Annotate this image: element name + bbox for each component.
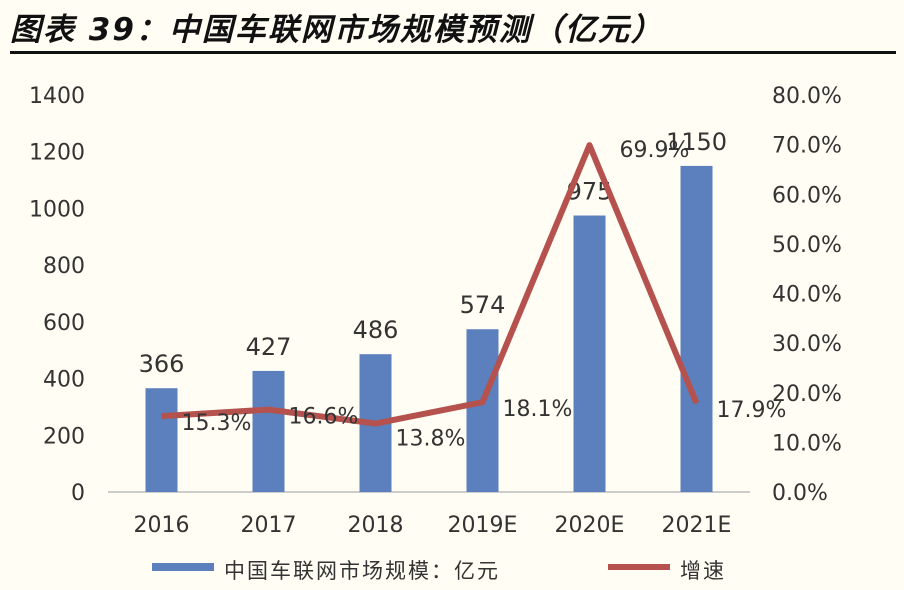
x-axis-tick: 2016 xyxy=(134,513,190,538)
legend-label-line: 增速 xyxy=(680,559,726,583)
growth-value-label: 69.9% xyxy=(620,138,690,163)
left-axis-tick: 200 xyxy=(43,424,85,449)
bar xyxy=(573,215,606,492)
x-axis-tick: 2017 xyxy=(241,513,297,538)
growth-value-label: 17.9% xyxy=(717,398,787,423)
left-axis-tick: 600 xyxy=(43,311,85,336)
legend-label-bar: 中国车联网市场规模：亿元 xyxy=(224,559,500,583)
right-axis-tick: 0.0% xyxy=(772,481,828,506)
right-axis-tick: 60.0% xyxy=(772,183,842,208)
bar xyxy=(145,388,178,492)
bar-value-label: 427 xyxy=(246,333,292,361)
bar xyxy=(466,329,499,492)
left-axis-tick: 1200 xyxy=(29,141,85,166)
growth-value-label: 13.8% xyxy=(396,427,466,452)
right-axis-tick: 70.0% xyxy=(772,134,842,159)
x-axis-tick: 2019E xyxy=(448,513,518,538)
left-axis-tick: 400 xyxy=(43,368,85,393)
bar xyxy=(252,370,285,492)
growth-value-label: 16.6% xyxy=(289,405,359,430)
left-axis-tick: 1000 xyxy=(29,197,85,222)
title-divider xyxy=(10,51,896,54)
growth-value-label: 15.3% xyxy=(182,411,252,436)
right-axis-tick: 80.0% xyxy=(772,84,842,109)
growth-line xyxy=(161,142,700,427)
x-axis-tick: 2021E xyxy=(662,513,732,538)
growth-value-label: 18.1% xyxy=(503,397,573,422)
chart-title: 图表 39：中国车联网市场规模预测（亿元） xyxy=(10,12,664,48)
bar-value-label: 486 xyxy=(353,316,399,344)
bar xyxy=(680,165,713,492)
bar-value-label: 1150 xyxy=(666,128,727,156)
right-axis-tick: 40.0% xyxy=(772,283,842,308)
right-axis-tick: 30.0% xyxy=(772,332,842,357)
left-axis-tick: 1400 xyxy=(29,84,85,109)
x-axis-tick: 2020E xyxy=(555,513,625,538)
left-axis-tick: 0 xyxy=(71,481,85,506)
right-axis-tick: 50.0% xyxy=(772,233,842,258)
x-axis-tick: 2018 xyxy=(348,513,404,538)
left-axis-tick: 800 xyxy=(43,254,85,279)
right-axis-tick: 10.0% xyxy=(772,431,842,456)
right-axis-tick: 20.0% xyxy=(772,382,842,407)
bar-value-label: 574 xyxy=(460,291,506,319)
bar-value-label: 366 xyxy=(139,350,185,378)
legend-swatch-bar xyxy=(152,563,214,571)
